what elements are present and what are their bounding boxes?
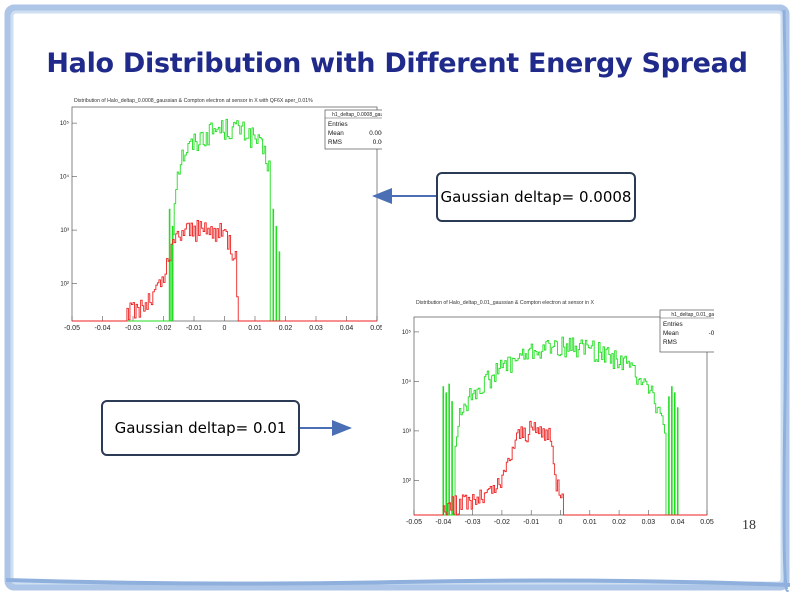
x-tick-label: -0.05 xyxy=(406,519,422,526)
edge-spike xyxy=(448,383,450,515)
x-tick-label: 0.01 xyxy=(583,519,597,526)
x-tick-label: -0.02 xyxy=(156,325,172,332)
stats-label: Mean xyxy=(328,130,344,137)
stats-value: -0.000138 xyxy=(709,330,714,337)
x-tick-label: 0.04 xyxy=(340,325,354,332)
x-tick-label: -0.05 xyxy=(64,325,80,332)
edge-spike xyxy=(671,386,673,515)
stats-value: 0.0002608 xyxy=(369,130,382,137)
edge-spike xyxy=(171,225,174,321)
x-tick-label: 0.04 xyxy=(671,519,685,526)
page-number: 18 xyxy=(742,518,756,533)
chart-title: Distribution of Halo_deltap_0.0008_gauss… xyxy=(74,98,313,104)
edge-spike xyxy=(451,401,453,515)
x-tick-label: 0.03 xyxy=(309,325,323,332)
edge-spike xyxy=(168,208,171,321)
y-tick-label: 10² xyxy=(402,478,411,484)
edge-spike xyxy=(272,208,275,321)
x-tick-label: -0.04 xyxy=(435,519,451,526)
x-tick-label: -0.01 xyxy=(523,519,539,526)
y-tick-label: 10⁴ xyxy=(402,378,412,385)
y-tick-label: 10⁵ xyxy=(402,329,412,336)
series-compton xyxy=(414,420,707,516)
x-tick-label: -0.01 xyxy=(186,325,202,332)
stats-name: h1_deltap_0.0008_gaussian xyxy=(332,112,382,118)
series-halo xyxy=(414,336,707,516)
y-tick-label: 10³ xyxy=(60,228,69,234)
x-tick-label: -0.03 xyxy=(465,519,481,526)
x-tick-label: -0.02 xyxy=(494,519,510,526)
edge-spike xyxy=(673,392,676,515)
stats-label: RMS xyxy=(663,339,677,346)
chart-title: Distribution of Halo_deltap_0.01_gaussia… xyxy=(416,300,594,306)
edge-spike xyxy=(445,392,448,515)
callout-deltap-001: Gaussian deltap= 0.01 xyxy=(101,400,300,456)
histogram-deltap-0008: Distribution of Halo_deltap_0.0008_gauss… xyxy=(60,98,382,332)
edge-spike xyxy=(668,396,670,515)
plot-frame xyxy=(413,316,708,516)
edge-spike xyxy=(278,251,281,321)
x-tick-label: 0.01 xyxy=(248,325,262,332)
stats-box xyxy=(324,109,382,150)
x-tick-label: 0.05 xyxy=(370,325,382,332)
stats-box xyxy=(659,309,714,353)
histogram-deltap-001: Distribution of Halo_deltap_0.01_gaussia… xyxy=(402,300,714,526)
edge-spike xyxy=(275,225,278,321)
edge-spike xyxy=(676,407,679,515)
stats-label: Entries xyxy=(328,121,348,128)
x-tick-label: 0.02 xyxy=(612,519,626,526)
x-tick-label: -0.03 xyxy=(125,325,141,332)
y-tick-label: 10⁵ xyxy=(60,120,70,127)
x-tick-label: 0 xyxy=(223,325,227,332)
slide-title: Halo Distribution with Different Energy … xyxy=(46,48,748,79)
y-tick-label: 10² xyxy=(60,282,69,288)
y-tick-label: 10³ xyxy=(402,429,411,435)
stats-label: RMS xyxy=(328,139,342,146)
x-tick-label: 0.03 xyxy=(642,519,656,526)
stats-value: 0.005227 xyxy=(373,139,382,146)
callout-deltap-001-label: Gaussian deltap= 0.01 xyxy=(114,419,287,437)
x-tick-label: 0.05 xyxy=(700,519,714,526)
edge-spike xyxy=(442,386,445,515)
x-tick-label: -0.04 xyxy=(95,325,111,332)
x-tick-label: 0.02 xyxy=(279,325,293,332)
y-tick-label: 10⁴ xyxy=(60,174,70,181)
callout-deltap-0008-label: Gaussian deltap= 0.0008 xyxy=(440,188,632,206)
series-compton xyxy=(72,220,377,322)
x-tick-label: 0 xyxy=(559,519,563,526)
stats-name: h1_deltap_0.01_gaussian xyxy=(671,312,714,318)
stats-label: Entries xyxy=(663,321,683,328)
callout-deltap-0008: Gaussian deltap= 0.0008 xyxy=(436,172,636,222)
stats-label: Mean xyxy=(663,330,679,337)
